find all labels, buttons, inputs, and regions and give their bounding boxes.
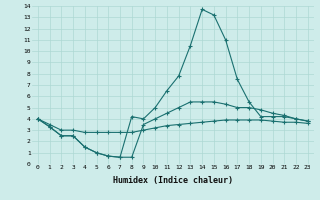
X-axis label: Humidex (Indice chaleur): Humidex (Indice chaleur) bbox=[113, 176, 233, 185]
